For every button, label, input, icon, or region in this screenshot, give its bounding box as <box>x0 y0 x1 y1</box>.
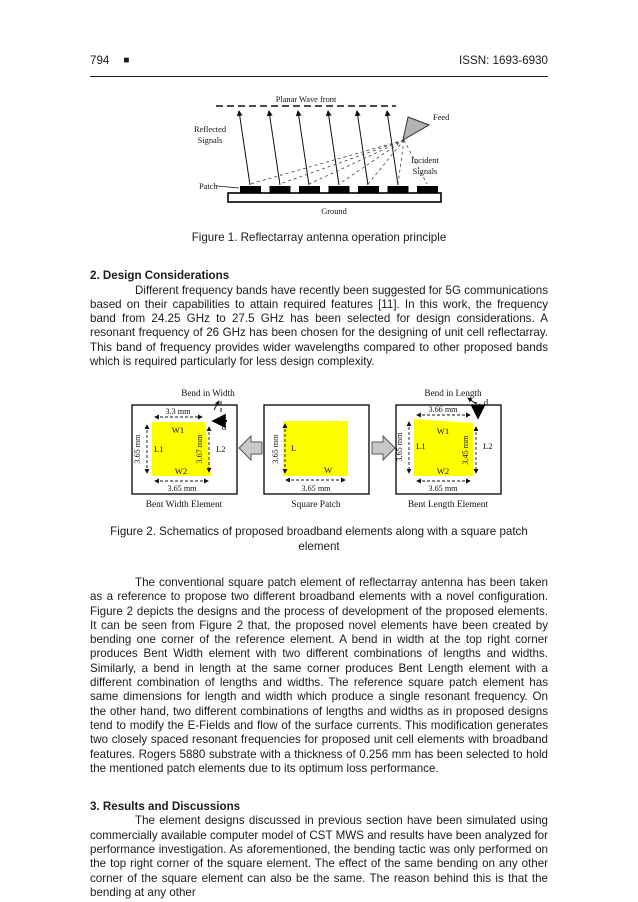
page-number: 794 <box>90 54 110 67</box>
l-label: L <box>291 443 296 453</box>
incident-ray <box>279 139 405 185</box>
section2-paragraph: Different frequency bands have recently … <box>90 283 548 369</box>
bend-in-width-label: Bend in Width <box>181 388 235 398</box>
right-dim-label: 3.45 mm <box>461 435 470 465</box>
patch-rect <box>299 186 320 193</box>
left-dim-label: 3.65 mm <box>271 434 280 464</box>
feed-horn-icon <box>402 116 431 141</box>
figure2-diagram: Bend in Width 3.3 mm W1 3.65 mm L1 3.67 … <box>131 388 502 510</box>
top-dim-label: 3.66 mm <box>428 405 458 414</box>
bottom-dim-label: 3.65 mm <box>167 484 197 493</box>
reflected-arrow <box>325 110 340 186</box>
bent-width-caption: Bent Width Element <box>146 500 223 510</box>
patch-label: Patch <box>199 182 218 191</box>
incident-ray <box>308 139 405 185</box>
reflected-arrows <box>236 110 399 186</box>
top-dim-label: 3.3 mm <box>165 407 191 416</box>
incident-ray <box>338 139 405 185</box>
patch-array <box>240 186 438 193</box>
square-marker-icon: ■ <box>123 55 130 66</box>
ground-plane <box>227 192 442 203</box>
incident-rays <box>249 139 428 185</box>
incident-ray <box>249 139 405 185</box>
l1-label: L1 <box>154 444 164 454</box>
d-label: d <box>484 397 489 407</box>
square-patch-panel: 3.65 mm L W 3.65 mm Square Patch <box>263 404 370 510</box>
figure2-discussion-paragraph: The conventional square patch element of… <box>90 575 548 775</box>
bottom-dim-label: 3.65 mm <box>428 484 458 493</box>
bent-length-caption: Bent Length Element <box>408 500 489 510</box>
d-label: d <box>222 422 227 432</box>
planar-wavefront-label: Planar Wave front <box>276 95 337 104</box>
reflected-signals-label-1: Reflected <box>194 125 227 134</box>
reflected-arrow <box>266 110 281 186</box>
l1-label: L1 <box>416 441 426 451</box>
section3-paragraph: The element designs discussed in previou… <box>90 814 548 899</box>
ground-label: Ground <box>321 207 347 216</box>
bend-pointer-arrow <box>213 400 220 411</box>
incident-ray <box>403 139 428 185</box>
issn-label: ISSN: 1693-6930 <box>459 54 548 67</box>
patch-pointer-line <box>216 185 240 189</box>
bent-length-panel: Bend in Length 3.66 mm W1 3.65 mm L1 3.4… <box>395 388 502 510</box>
figure2-caption: Figure 2. Schematics of proposed broadba… <box>110 525 528 553</box>
left-dim-label: 3.65 mm <box>133 434 142 464</box>
w2-label: W2 <box>437 466 449 476</box>
bent-width-patch <box>152 422 211 477</box>
patch-rect <box>358 186 379 193</box>
incident-signals-label-2: Signals <box>413 167 438 176</box>
bent-width-panel: Bend in Width 3.3 mm W1 3.65 mm L1 3.67 … <box>131 388 238 510</box>
figure1-caption: Figure 1. Reflectarray antenna operation… <box>191 231 447 244</box>
reflected-signals-label-2: Signals <box>198 136 223 145</box>
patch-rect <box>328 186 350 193</box>
incident-signals-label-1: Incident <box>411 156 439 165</box>
square-patch-caption: Square Patch <box>291 500 341 510</box>
header-left: 794 ■ <box>90 55 129 67</box>
patch-rect <box>240 186 261 193</box>
patch-rect <box>387 186 409 193</box>
incident-ray <box>397 139 405 185</box>
l2-label: L2 <box>483 441 493 451</box>
bend-dashed-line <box>469 399 482 406</box>
w1-label: W1 <box>437 426 449 436</box>
bent-length-patch <box>414 419 473 477</box>
block-arrow-right-icon <box>371 435 396 462</box>
right-dim-label: 3.67 mm <box>195 434 204 464</box>
feed-label: Feed <box>433 113 450 122</box>
l2-label: L2 <box>216 444 226 454</box>
square-patch <box>283 421 348 477</box>
page-header: 794 ■ ISSN: 1693-6930 <box>90 55 548 77</box>
reflected-arrow <box>354 110 369 186</box>
patch-rect <box>417 186 438 193</box>
patch-rect <box>269 186 291 193</box>
section2-heading: 2. Design Considerations <box>90 269 230 283</box>
w1-label: W1 <box>172 425 184 435</box>
reflected-arrow <box>236 110 251 186</box>
w-label: W <box>324 465 333 475</box>
reflected-arrow <box>295 110 310 186</box>
w2-label: W2 <box>175 466 187 476</box>
left-dim-label: 3.65 mm <box>395 432 404 462</box>
section3-heading: 3. Results and Discussions <box>90 800 241 814</box>
block-arrow-left-icon <box>238 435 263 462</box>
figure1-diagram: Planar Wave front Feed Reflected Signals… <box>194 95 450 216</box>
bottom-dim-label: 3.65 mm <box>301 484 331 493</box>
bend-in-length-label: Bend in Length <box>424 388 482 398</box>
